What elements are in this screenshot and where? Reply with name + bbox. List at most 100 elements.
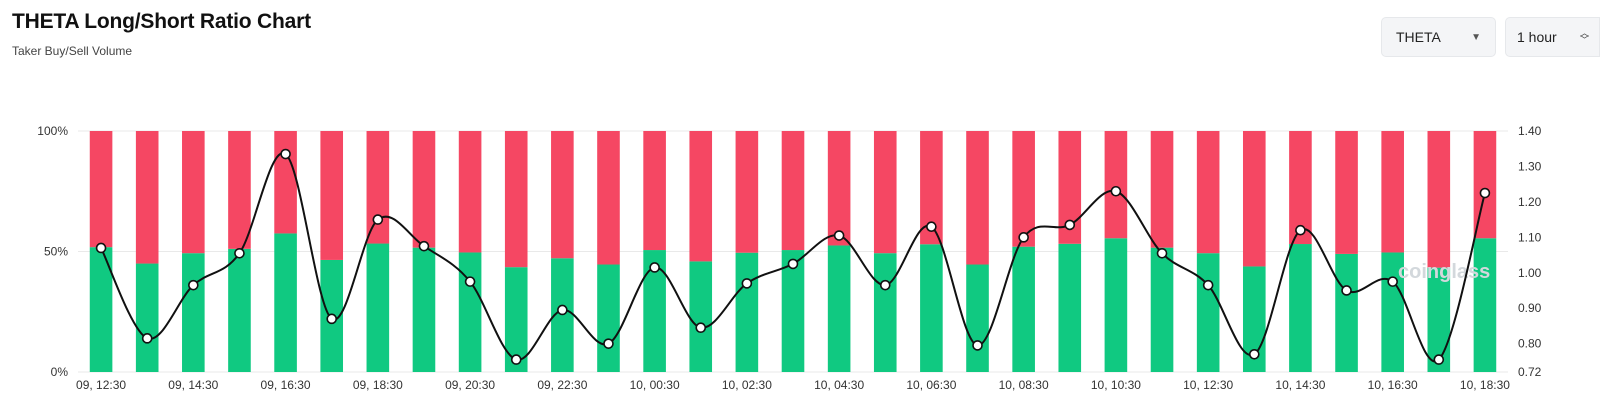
short-bar <box>1242 131 1266 267</box>
ratio-point <box>833 230 845 241</box>
long-bar <box>966 264 989 372</box>
ratio-line <box>100 152 1486 363</box>
ratio-point <box>787 258 799 270</box>
left-axis: 100% 50% 0% <box>37 124 68 379</box>
ratio-point <box>1479 187 1491 199</box>
short-bar <box>551 131 574 259</box>
long-bar <box>1012 246 1035 372</box>
right-axis-tick-label: 1.20 <box>1518 195 1542 209</box>
long-bar <box>1196 253 1220 372</box>
x-axis-tick-label: 10, 12:30 <box>1183 378 1233 392</box>
long-bar <box>182 253 205 372</box>
x-axis-tick-label: 09, 22:30 <box>537 378 587 392</box>
x-axis-tick-label: 10, 06:30 <box>906 378 956 392</box>
long-bar <box>1289 244 1312 372</box>
long-bar <box>643 250 666 372</box>
ratio-point <box>464 276 476 287</box>
long-bar <box>920 244 943 372</box>
ratio-point <box>926 221 937 232</box>
ratio-point <box>372 214 384 225</box>
x-axis-tick-label: 10, 10:30 <box>1091 378 1141 392</box>
right-axis-tick-label: 0.72 <box>1518 365 1542 379</box>
ratio-point <box>234 247 245 259</box>
chart-bars <box>89 131 1497 372</box>
coin-select-value: THETA <box>1396 29 1441 45</box>
long-bar <box>135 263 159 372</box>
long-bar <box>504 267 528 372</box>
long-bar <box>1104 238 1128 372</box>
short-bar <box>366 131 390 244</box>
x-axis-tick-label: 09, 14:30 <box>168 378 218 392</box>
right-axis: 1.40 1.30 1.20 1.10 1.00 0.90 0.80 0.72 <box>1518 124 1542 379</box>
ratio-point <box>603 338 614 349</box>
short-bar <box>1150 131 1174 248</box>
x-axis-tick-label: 10, 16:30 <box>1368 378 1418 392</box>
short-bar <box>597 131 620 265</box>
x-axis-tick-label: 09, 20:30 <box>445 378 495 392</box>
ratio-point <box>649 262 660 273</box>
ratio-point <box>188 279 199 291</box>
ratio-points <box>95 148 1491 365</box>
short-bar <box>320 131 344 260</box>
short-bar <box>1012 131 1035 247</box>
coin-select[interactable]: THETA ▼ <box>1381 17 1496 57</box>
ratio-point <box>510 354 522 365</box>
ratio-point <box>1248 348 1260 360</box>
long-bar <box>781 250 805 372</box>
short-bar <box>735 131 759 253</box>
x-axis-tick-label: 10, 18:30 <box>1460 378 1510 392</box>
short-bar <box>689 131 713 262</box>
ratio-point <box>95 242 107 254</box>
page-title: THETA Long/Short Ratio Chart <box>12 10 311 33</box>
long-bar <box>873 253 897 372</box>
long-bar <box>735 252 759 372</box>
long-bar <box>1058 243 1082 372</box>
short-bar <box>135 131 159 264</box>
long-bar <box>412 247 436 372</box>
ratio-point <box>557 304 568 316</box>
short-bar <box>1058 131 1082 244</box>
right-axis-tick-label: 1.00 <box>1518 266 1542 280</box>
short-bar <box>1104 131 1128 239</box>
x-axis-tick-label: 10, 14:30 <box>1275 378 1325 392</box>
ratio-point <box>326 313 338 325</box>
ratio-point <box>1156 247 1168 259</box>
short-bar <box>827 131 851 246</box>
caret-down-icon: ▼ <box>1471 31 1481 43</box>
ratio-point <box>1433 354 1445 365</box>
ratio-point <box>141 333 153 344</box>
x-axis-tick-label: 09, 18:30 <box>353 378 403 392</box>
long-bar <box>1150 247 1174 372</box>
ratio-point <box>1341 285 1352 296</box>
short-bar <box>182 131 205 254</box>
short-bar <box>920 131 943 245</box>
ratio-point <box>972 340 983 351</box>
long-bar <box>1335 253 1358 372</box>
ratio-point <box>1202 279 1214 291</box>
right-axis-tick-label: 1.40 <box>1518 124 1542 138</box>
x-axis-tick-label: 10, 02:30 <box>722 378 772 392</box>
long-bar <box>597 264 620 372</box>
right-axis-tick-label: 0.90 <box>1518 301 1542 315</box>
interval-select[interactable]: 1 hour ︿ ﹀ <box>1505 17 1600 57</box>
ratio-point <box>1064 219 1076 231</box>
ratio-point <box>1110 185 1122 197</box>
ratio-point <box>280 148 291 160</box>
short-bar <box>1196 131 1220 254</box>
left-axis-tick-label: 100% <box>37 124 68 138</box>
coinglass-watermark: coinglass <box>1398 261 1490 283</box>
right-axis-tick-label: 1.30 <box>1518 159 1542 173</box>
short-bar <box>873 131 897 254</box>
short-bar <box>504 131 528 268</box>
short-bar <box>1381 131 1404 253</box>
long-bar <box>228 248 251 372</box>
x-axis-tick-label: 10, 04:30 <box>814 378 864 392</box>
ratio-point <box>1018 232 1029 243</box>
ratio-line-path <box>100 152 1486 363</box>
long-bar <box>1381 252 1404 372</box>
short-bar <box>1289 131 1312 245</box>
interval-select-value: 1 hour <box>1517 29 1557 45</box>
long-bar <box>366 243 390 372</box>
right-axis-tick-label: 0.80 <box>1518 337 1542 351</box>
short-bar <box>89 131 113 248</box>
